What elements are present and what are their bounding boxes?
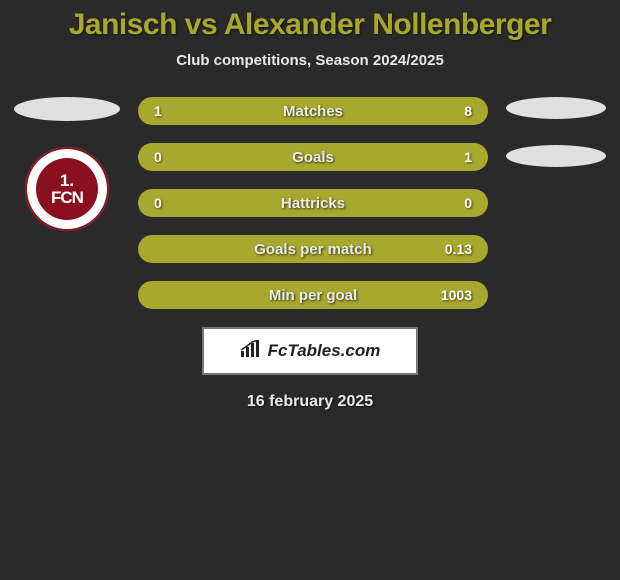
comparison-card: Janisch vs Alexander Nollenberger Club c… (0, 0, 620, 411)
stat-value-right: 8 (436, 103, 472, 119)
stat-value-right: 0.13 (436, 241, 472, 257)
club-badge-inner: 1. FCN (36, 158, 98, 220)
stat-bar: Min per goal 1003 (138, 281, 488, 309)
stat-label: Min per goal (269, 287, 357, 304)
brand-box[interactable]: FcTables.com (202, 327, 418, 375)
stat-value-left: 1 (154, 103, 190, 119)
brand-text: FcTables.com (268, 341, 381, 361)
left-column: 1. FCN (14, 97, 120, 231)
subtitle: Club competitions, Season 2024/2025 (0, 52, 620, 69)
stat-label: Goals (292, 149, 334, 166)
player-photo-placeholder-right-1 (506, 97, 606, 119)
stat-bar: 1 Matches 8 (138, 97, 488, 125)
stat-label: Matches (283, 103, 343, 120)
date-label: 16 february 2025 (0, 393, 620, 411)
right-column (506, 97, 606, 167)
main-row: 1. FCN 1 Matches 8 0 Goals 1 0 Hattricks 0 Goals … (0, 97, 620, 309)
club-badge-text-bottom: FCN (51, 189, 83, 206)
page-title: Janisch vs Alexander Nollenberger (0, 8, 620, 42)
stat-bar: 0 Hattricks 0 (138, 189, 488, 217)
club-badge-text-top: 1. (60, 172, 74, 189)
player-photo-placeholder-left (14, 97, 120, 121)
stat-bar: 0 Goals 1 (138, 143, 488, 171)
bar-chart-icon (240, 340, 262, 363)
stat-label: Hattricks (281, 195, 345, 212)
stat-label: Goals per match (254, 241, 372, 258)
stat-value-left: 0 (154, 195, 190, 211)
club-badge-left: 1. FCN (25, 147, 109, 231)
stat-value-left: 0 (154, 149, 190, 165)
stat-bars: 1 Matches 8 0 Goals 1 0 Hattricks 0 Goals per mat… (138, 97, 488, 309)
player-photo-placeholder-right-2 (506, 145, 606, 167)
stat-value-right: 1003 (436, 287, 472, 303)
stat-value-right: 1 (436, 149, 472, 165)
stat-value-right: 0 (436, 195, 472, 211)
stat-bar: Goals per match 0.13 (138, 235, 488, 263)
